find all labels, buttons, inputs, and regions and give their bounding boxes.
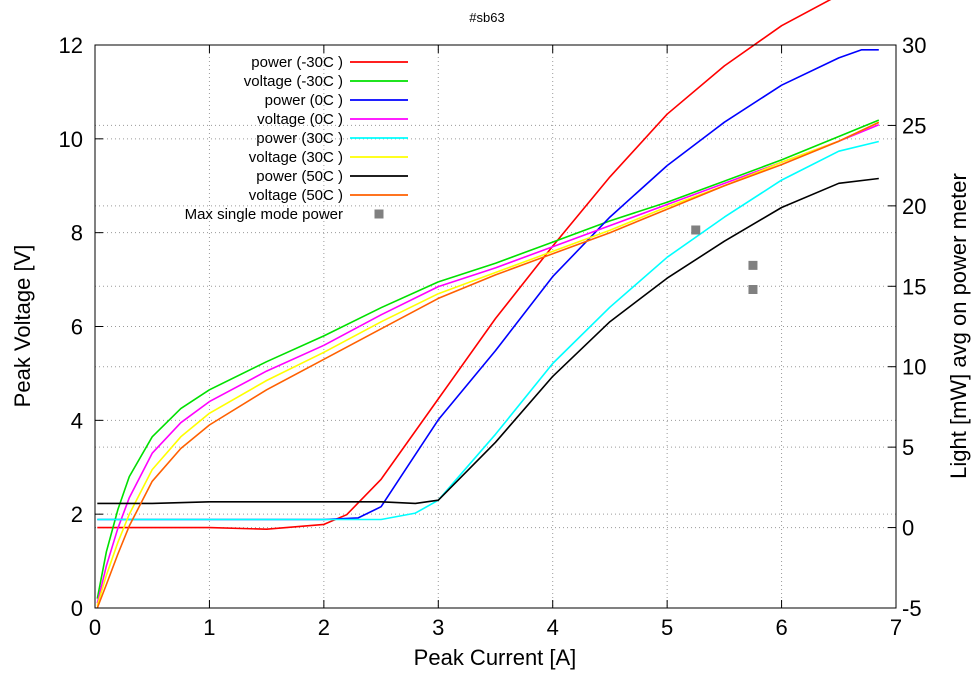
series-line-1 xyxy=(96,119,880,599)
y-tick-label: 6 xyxy=(71,315,83,340)
y2-tick-label: -5 xyxy=(902,596,922,621)
marker-point-0 xyxy=(691,225,701,235)
series-line-7 xyxy=(96,121,880,609)
series-layer xyxy=(96,0,880,609)
marker-point-2 xyxy=(748,285,758,295)
marker-layer xyxy=(691,225,758,295)
legend-label-7: voltage (50C ) xyxy=(249,187,343,204)
y2-tick-label: 30 xyxy=(902,33,926,58)
series-line-4 xyxy=(97,140,879,521)
y-tick-label: 4 xyxy=(71,408,83,433)
y-axis-title: Peak Voltage [V] xyxy=(10,245,35,408)
legend-label-markers: Max single mode power xyxy=(185,206,343,223)
x-tick-label: 1 xyxy=(203,615,215,640)
y-tick-label: 2 xyxy=(71,502,83,527)
y-tick-label: 8 xyxy=(71,221,83,246)
grid xyxy=(95,45,896,608)
y-tick-label: 0 xyxy=(71,596,83,621)
legend-label-1: voltage (-30C ) xyxy=(244,73,343,90)
x-tick-label: 3 xyxy=(432,615,444,640)
legend-swatch-markers xyxy=(374,209,384,219)
y2-tick-label: 15 xyxy=(902,274,926,299)
y2-tick-label: 25 xyxy=(902,113,926,138)
x-tick-label: 0 xyxy=(89,615,101,640)
y-tick-label: 10 xyxy=(59,127,83,152)
x-tick-label: 4 xyxy=(547,615,559,640)
y2-tick-label: 0 xyxy=(902,516,914,541)
legend-label-2: power (0C ) xyxy=(265,92,343,109)
legend: power (-30C ) voltage (-30C ) power (0C ) v… xyxy=(185,54,408,223)
legend-label-4: power (30C ) xyxy=(256,130,343,147)
chart-title: #sb63 xyxy=(469,10,504,25)
legend-label-5: voltage (30C ) xyxy=(249,149,343,166)
y2-tick-label: 20 xyxy=(902,194,926,219)
marker-point-1 xyxy=(748,260,758,270)
x-tick-label: 2 xyxy=(318,615,330,640)
x-axis-title: Peak Current [A] xyxy=(414,645,577,670)
series-line-3 xyxy=(96,124,880,604)
y2-tick-label: 5 xyxy=(902,435,914,460)
legend-label-0: power (-30C ) xyxy=(251,54,343,71)
x-tick-label: 5 xyxy=(661,615,673,640)
y-tick-label: 12 xyxy=(59,33,83,58)
y2-axis-title: Light [mW] avg on power meter xyxy=(946,173,971,479)
y2-tick-label: 10 xyxy=(902,355,926,380)
series-line-0 xyxy=(97,0,832,531)
legend-label-3: voltage (0C ) xyxy=(257,111,343,128)
x-tick-label: 6 xyxy=(775,615,787,640)
series-line-6 xyxy=(97,177,879,505)
legend-label-6: power (50C ) xyxy=(256,168,343,185)
x-tick-label: 7 xyxy=(890,615,902,640)
